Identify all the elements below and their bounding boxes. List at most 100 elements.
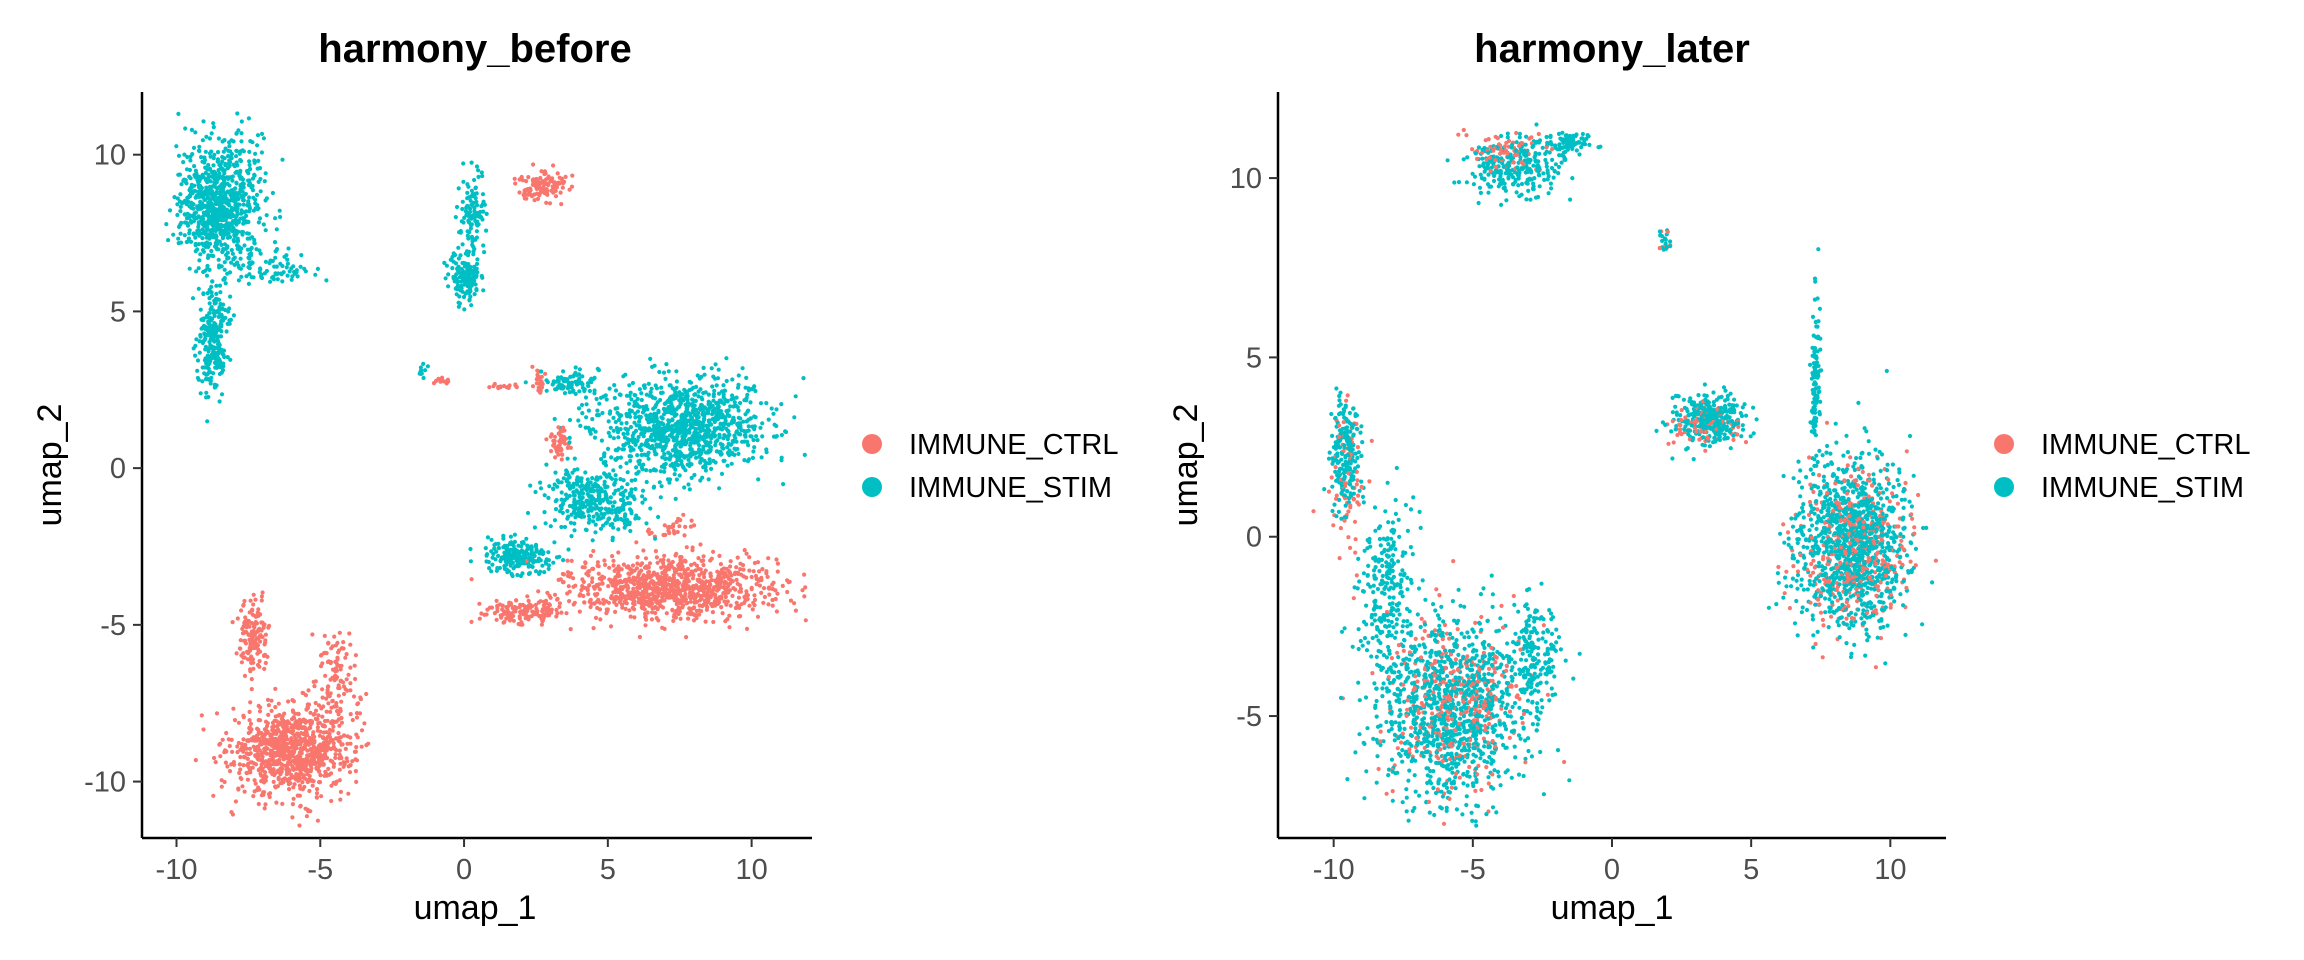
scatter-point <box>554 607 559 613</box>
scatter-point <box>608 495 613 500</box>
scatter-point <box>271 731 276 736</box>
scatter-point <box>678 592 683 597</box>
scatter-point <box>220 368 226 373</box>
scatter-point <box>618 506 623 511</box>
scatter-point <box>654 402 659 407</box>
scatter-point <box>193 130 198 135</box>
scatter-point <box>245 168 250 174</box>
scatter-point <box>689 475 694 480</box>
scatter-point <box>324 696 329 701</box>
scatter-point <box>492 546 497 551</box>
scatter-point <box>239 131 244 136</box>
scatter-point <box>655 593 661 599</box>
scatter-point <box>685 577 691 583</box>
scatter-point <box>188 154 193 159</box>
scatter-point <box>699 403 705 408</box>
scatter-point <box>706 423 711 429</box>
scatter-point <box>491 384 496 389</box>
scatter-point <box>609 455 614 460</box>
scatter-point <box>663 590 668 595</box>
scatter-point <box>560 571 566 577</box>
scatter-point <box>755 438 760 443</box>
scatter-point <box>234 131 239 136</box>
scatter-point <box>690 590 695 595</box>
scatter-point <box>567 417 573 423</box>
scatter-point <box>591 548 596 554</box>
scatter-point <box>725 599 730 604</box>
scatter-point <box>598 617 603 622</box>
scatter-point <box>542 181 547 186</box>
scatter-point <box>191 145 197 150</box>
scatter-point <box>667 577 672 583</box>
scatter-point <box>418 371 424 376</box>
scatter-point <box>214 383 219 388</box>
scatter-point <box>261 222 266 227</box>
scatter-point <box>216 364 221 369</box>
scatter-point <box>572 521 577 526</box>
scatter-point <box>599 506 604 511</box>
scatter-point <box>251 794 256 799</box>
scatter-point <box>658 495 663 500</box>
scatter-point <box>245 756 250 762</box>
scatter-point <box>210 279 215 284</box>
scatter-point <box>707 579 712 584</box>
scatter-point <box>274 264 279 269</box>
scatter-point <box>227 769 233 774</box>
scatter-point <box>543 561 549 566</box>
scatter-point <box>193 353 198 358</box>
scatter-point <box>474 191 479 196</box>
scatter-point <box>616 417 622 422</box>
scatter-point <box>490 555 495 560</box>
scatter-point <box>713 362 718 367</box>
scatter-point <box>421 375 426 381</box>
scatter-point <box>225 764 230 769</box>
scatter-point <box>625 495 630 500</box>
scatter-point <box>554 387 559 392</box>
scatter-point <box>752 603 757 608</box>
scatter-point <box>178 204 183 209</box>
scatter-point <box>595 584 600 589</box>
scatter-point <box>626 571 631 576</box>
scatter-point <box>320 723 325 728</box>
scatter-point <box>534 606 539 611</box>
scatter-point <box>475 261 480 266</box>
scatter-point <box>573 391 578 396</box>
scatter-point <box>611 525 616 530</box>
scatter-point <box>554 498 559 503</box>
scatter-point <box>249 677 254 682</box>
scatter-point <box>494 549 499 554</box>
scatter-point <box>731 404 736 409</box>
scatter-point <box>578 497 583 502</box>
scatter-point <box>211 793 216 798</box>
scatter-point <box>706 477 711 482</box>
scatter-point <box>257 659 262 664</box>
scatter-point <box>632 496 637 502</box>
scatter-point <box>216 168 221 173</box>
scatter-point <box>223 163 228 168</box>
scatter-point <box>293 755 298 760</box>
scatter-point <box>652 438 657 443</box>
scatter-point <box>329 798 334 804</box>
scatter-point <box>209 149 214 154</box>
scatter-point <box>583 470 588 475</box>
scatter-point <box>290 802 295 807</box>
scatter-point <box>703 619 708 624</box>
scatter-point <box>254 192 260 197</box>
scatter-point <box>183 126 188 131</box>
scatter-point <box>648 390 653 395</box>
scatter-point <box>565 516 570 521</box>
scatter-point <box>560 178 565 184</box>
scatter-point <box>563 492 569 497</box>
scatter-point <box>247 178 252 183</box>
scatter-point <box>770 597 775 603</box>
scatter-point <box>774 609 780 614</box>
scatter-point <box>335 655 340 660</box>
scatter-point <box>684 439 689 444</box>
scatter-point <box>339 720 344 725</box>
scatter-point <box>622 521 628 526</box>
scatter-point <box>555 484 560 489</box>
scatter-point <box>195 375 200 381</box>
scatter-point <box>753 388 758 394</box>
scatter-point <box>612 500 617 505</box>
scatter-point <box>235 750 240 755</box>
